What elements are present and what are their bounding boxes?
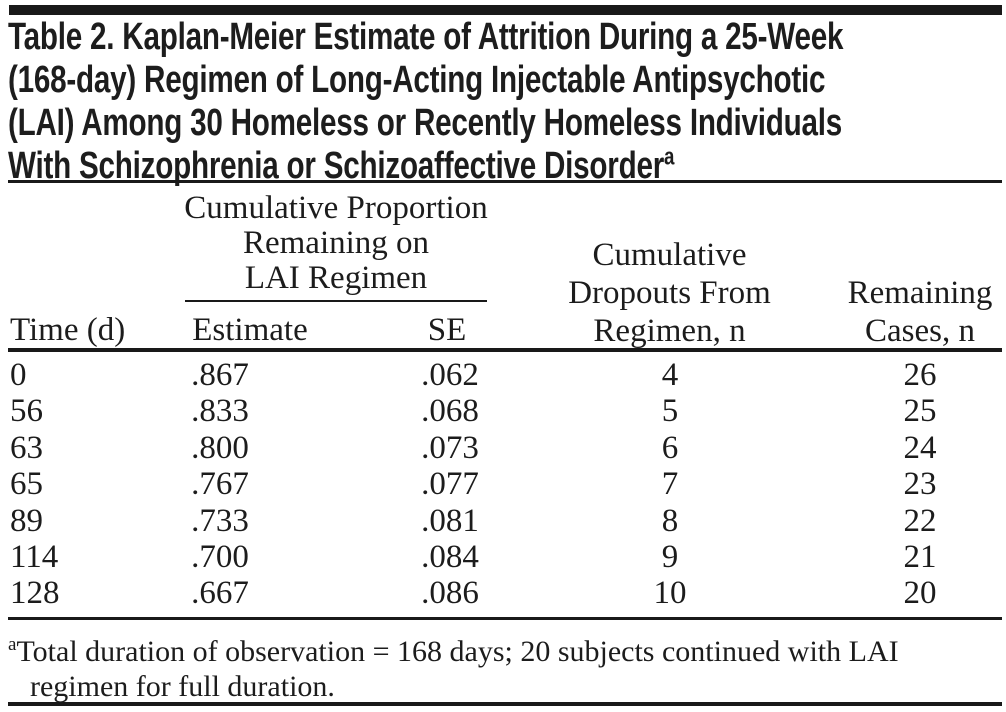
cell-time: 56 [10, 393, 43, 430]
title-superscript-marker: a [663, 143, 675, 171]
cell-dropouts: 9 [661, 538, 679, 575]
cell-se: .062 [421, 357, 479, 393]
cell-se: .077 [421, 466, 479, 503]
dropouts-header-line-3: Regimen, n [593, 313, 746, 349]
cell-dropouts: 7 [661, 466, 679, 503]
cell-time: 128 [10, 575, 60, 612]
table-row: 65 .767 .077 7 23 [0, 466, 1006, 502]
table-row: 56 .833 .068 5 25 [0, 393, 1006, 429]
column-group-header-lai-regimen: Cumulative Proportion Remaining on LAI R… [136, 191, 536, 296]
cell-remaining: 22 [903, 502, 937, 539]
column-header-se: SE [427, 312, 467, 348]
header-bottom-rule [8, 348, 1002, 352]
cell-estimate: .800 [191, 429, 249, 466]
final-bottom-rule [8, 702, 1002, 706]
column-header-remaining-cases: Remaining Cases, n [820, 274, 1006, 350]
cell-dropouts: 8 [661, 502, 679, 539]
spanner-line-1: Cumulative Proportion [184, 190, 488, 226]
title-bottom-rule [8, 180, 1002, 183]
table-row: 89 .733 .081 8 22 [0, 503, 1006, 539]
column-header-time: Time (d) [10, 312, 126, 348]
cell-dropouts: 10 [653, 575, 687, 612]
cell-time: 0 [10, 357, 27, 393]
table-body: 0 .867 .062 4 26 56 .833 .068 5 25 63 .8… [0, 357, 1006, 612]
cell-time: 65 [10, 466, 43, 503]
cell-remaining: 23 [903, 466, 937, 503]
cell-remaining: 21 [903, 538, 937, 575]
column-header-estimate: Estimate [192, 312, 308, 348]
remaining-header-line-1: Remaining [847, 275, 993, 311]
footnote-text-1: Total duration of observation = 168 days… [16, 635, 899, 668]
cell-dropouts: 4 [661, 357, 679, 393]
table-row: 0 .867 .062 4 26 [0, 357, 1006, 393]
table-row: 114 .700 .084 9 21 [0, 539, 1006, 575]
cell-time: 63 [10, 429, 43, 466]
cell-estimate: .667 [191, 575, 249, 612]
cell-estimate: .733 [191, 502, 249, 539]
cell-se: .084 [421, 538, 479, 575]
cell-estimate: .867 [191, 357, 249, 393]
dropouts-header-line-2: Dropouts From [568, 275, 771, 311]
table-title: Table 2. Kaplan-Meier Estimate of Attrit… [8, 16, 844, 188]
cell-se: .086 [421, 575, 479, 612]
top-rule-bar [9, 5, 1002, 15]
cell-dropouts: 6 [661, 429, 679, 466]
remaining-header-line-2: Cases, n [865, 313, 975, 349]
title-line-3: (LAI) Among 30 Homeless or Recently Home… [8, 102, 843, 144]
cell-se: .081 [421, 502, 479, 539]
table-row: 128 .667 .086 10 20 [0, 575, 1006, 611]
footnote-line-2: regimen for full duration. [30, 670, 335, 703]
cell-se: .073 [421, 429, 479, 466]
spanner-underline-rule [185, 300, 487, 302]
cell-remaining: 26 [903, 357, 937, 393]
body-bottom-rule [8, 617, 1002, 620]
cell-estimate: .700 [191, 538, 249, 575]
cell-estimate: .833 [191, 393, 249, 430]
spanner-line-3: LAI Regimen [244, 260, 428, 296]
cell-remaining: 25 [903, 393, 937, 430]
title-line-2: (168-day) Regimen of Long-Acting Injecta… [8, 59, 826, 101]
cell-time: 89 [10, 502, 43, 539]
spanner-line-2: Remaining on [242, 225, 430, 261]
cell-remaining: 20 [903, 575, 937, 612]
dropouts-header-line-1: Cumulative [592, 237, 747, 273]
footnote-marker: a [8, 634, 17, 655]
cell-se: .068 [421, 393, 479, 430]
cell-remaining: 24 [903, 429, 937, 466]
cell-estimate: .767 [191, 466, 249, 503]
title-line-1: Table 2. Kaplan-Meier Estimate of Attrit… [8, 16, 844, 58]
cell-dropouts: 5 [661, 393, 679, 430]
table-row: 63 .800 .073 6 24 [0, 430, 1006, 466]
footnote: aTotal duration of observation = 168 day… [8, 627, 899, 704]
cell-time: 114 [10, 538, 59, 575]
footnote-line-1: aTotal duration of observation = 168 day… [8, 627, 899, 669]
column-header-dropouts: Cumulative Dropouts From Regimen, n [567, 236, 772, 350]
